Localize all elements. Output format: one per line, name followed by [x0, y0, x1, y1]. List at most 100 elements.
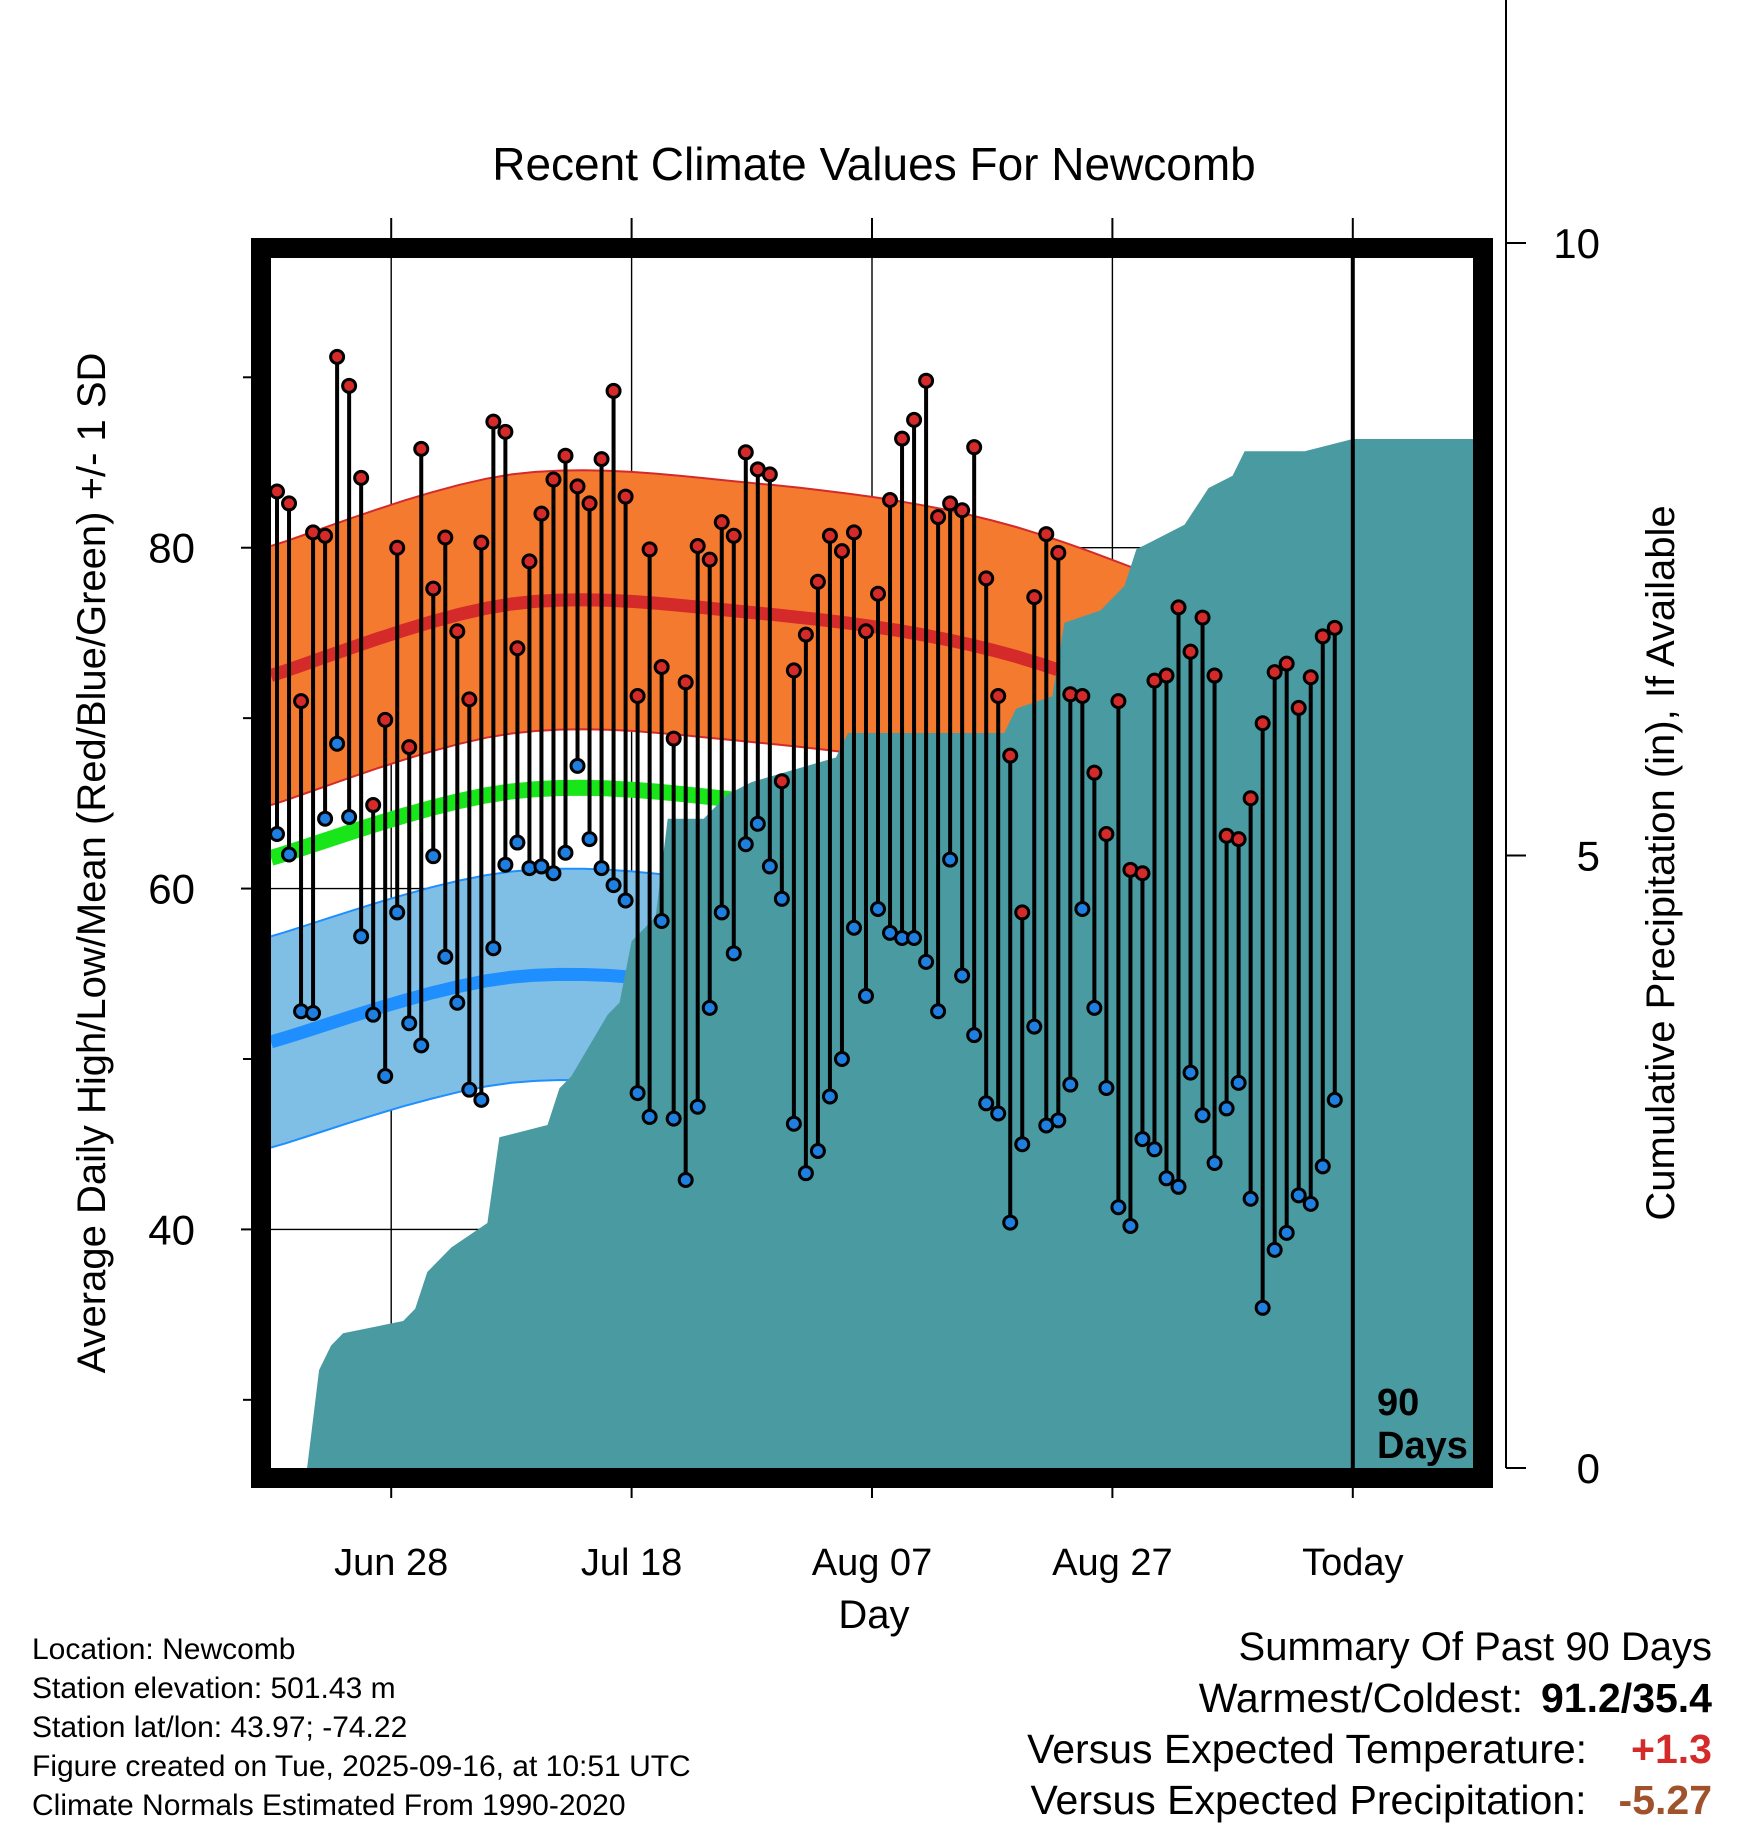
daily-high-point-23 — [545, 471, 562, 488]
x-axis-label: Day — [838, 1593, 909, 1637]
daily-low-point-0 — [269, 826, 286, 843]
daily-low-point-55 — [930, 1003, 947, 1020]
x-tick-label-4: Today — [1302, 1542, 1403, 1584]
daily-low-point-57 — [954, 967, 971, 984]
latlon-text: Station lat/lon: 43.97; -74.22 — [32, 1711, 408, 1744]
daily-low-point-25 — [569, 757, 586, 774]
daily-low-point-14 — [437, 948, 454, 965]
daily-high-point-87 — [1314, 628, 1331, 645]
daily-low-point-61 — [1002, 1214, 1019, 1231]
vs-temp-label: Versus Expected Temperature: — [1027, 1726, 1588, 1772]
daily-high-point-72 — [1134, 865, 1151, 882]
daily-high-point-65 — [1050, 544, 1067, 561]
daily-high-point-13 — [425, 580, 442, 597]
daily-high-point-18 — [485, 413, 502, 430]
daily-low-point-23 — [545, 865, 562, 882]
daily-low-point-28 — [605, 877, 622, 894]
daily-low-point-86 — [1302, 1195, 1319, 1212]
daily-high-point-84 — [1278, 655, 1295, 672]
daily-high-point-15 — [449, 623, 466, 640]
daily-high-point-1 — [281, 495, 298, 512]
daily-high-point-5 — [329, 348, 346, 365]
daily-high-point-7 — [353, 469, 370, 486]
daily-high-point-77 — [1194, 609, 1211, 626]
daily-low-point-48 — [845, 919, 862, 936]
daily-low-point-47 — [833, 1050, 850, 1067]
daily-high-point-82 — [1254, 715, 1271, 732]
daily-low-point-80 — [1230, 1074, 1247, 1091]
daily-high-point-29 — [617, 488, 634, 505]
daily-high-point-41 — [761, 466, 778, 483]
daily-low-point-7 — [353, 928, 370, 945]
location-text: Location: Newcomb — [32, 1633, 296, 1666]
warmest-coldest-value: 91.2/35.4 — [1541, 1675, 1712, 1721]
chart-title: Recent Climate Values For Newcomb — [492, 138, 1256, 190]
daily-high-point-20 — [509, 640, 526, 657]
daily-high-point-85 — [1290, 699, 1307, 716]
daily-low-point-4 — [317, 810, 334, 827]
summary-panel: Summary Of Past 90 Days Warmest/Coldest:… — [1027, 1622, 1712, 1826]
daily-low-point-59 — [978, 1095, 995, 1112]
daily-high-point-86 — [1302, 669, 1319, 686]
x-tick-label-2: Aug 07 — [812, 1542, 932, 1584]
daily-high-point-24 — [557, 447, 574, 464]
daily-low-point-74 — [1158, 1170, 1175, 1187]
daily-low-point-6 — [341, 808, 358, 825]
daily-low-point-34 — [677, 1171, 694, 1188]
daily-high-point-12 — [413, 440, 430, 457]
normals-text: Climate Normals Estimated From 1990-2020 — [32, 1789, 626, 1822]
daily-high-point-2 — [293, 693, 310, 710]
daily-high-point-47 — [833, 543, 850, 560]
daily-low-point-40 — [749, 815, 766, 832]
y2-tick-label-1: 5 — [1577, 833, 1600, 880]
daily-high-point-75 — [1170, 599, 1187, 616]
daily-low-point-15 — [449, 994, 466, 1011]
daily-high-point-22 — [533, 505, 550, 522]
x-tick-label-1: Jul 18 — [581, 1542, 682, 1584]
daily-low-point-70 — [1110, 1199, 1127, 1216]
daily-high-point-68 — [1086, 764, 1103, 781]
elevation-text: Station elevation: 501.43 m — [32, 1672, 396, 1705]
y-tick-label-0: 40 — [148, 1206, 195, 1253]
daily-low-point-43 — [785, 1115, 802, 1132]
daily-low-point-45 — [809, 1143, 826, 1160]
daily-high-point-21 — [521, 553, 538, 570]
daily-high-point-51 — [882, 492, 899, 508]
daily-low-point-22 — [533, 858, 550, 875]
daily-high-point-28 — [605, 382, 622, 399]
summary-title: Summary Of Past 90 Days — [1238, 1625, 1712, 1669]
y-tick-label-2: 80 — [148, 525, 195, 572]
vs-precip-label: Versus Expected Precipitation: — [1030, 1777, 1587, 1823]
daily-low-point-82 — [1254, 1299, 1271, 1316]
daily-low-point-37 — [713, 904, 730, 921]
daily-high-point-27 — [593, 451, 610, 468]
daily-high-point-44 — [797, 626, 814, 643]
daily-low-point-79 — [1218, 1100, 1235, 1117]
daily-low-point-75 — [1170, 1178, 1187, 1195]
daily-high-point-16 — [461, 691, 478, 708]
daily-high-point-80 — [1230, 831, 1247, 848]
vs-precip-value: -5.27 — [1618, 1777, 1712, 1823]
daily-high-point-9 — [377, 711, 394, 728]
daily-high-point-70 — [1110, 693, 1127, 710]
daily-high-point-74 — [1158, 667, 1175, 684]
daily-low-point-16 — [461, 1081, 478, 1098]
y2-tick-label-2: 10 — [1553, 220, 1600, 267]
vs-temp-row: Versus Expected Temperature: +1.3 — [1027, 1724, 1712, 1775]
daily-low-point-56 — [942, 851, 959, 868]
warmest-coldest-label: Warmest/Coldest: — [1198, 1675, 1523, 1721]
daily-low-point-10 — [389, 904, 406, 921]
daily-low-point-46 — [821, 1088, 838, 1105]
daily-low-point-5 — [329, 735, 346, 752]
daily-high-point-61 — [1002, 747, 1019, 764]
daily-low-point-67 — [1074, 901, 1091, 918]
daily-low-point-24 — [557, 844, 574, 861]
daily-high-point-43 — [785, 662, 802, 679]
daily-high-point-14 — [437, 529, 454, 546]
daily-low-point-31 — [641, 1108, 658, 1125]
daily-high-point-39 — [737, 444, 754, 461]
daily-low-point-30 — [629, 1085, 646, 1102]
daily-low-point-50 — [870, 901, 887, 918]
daily-high-point-83 — [1266, 664, 1283, 681]
